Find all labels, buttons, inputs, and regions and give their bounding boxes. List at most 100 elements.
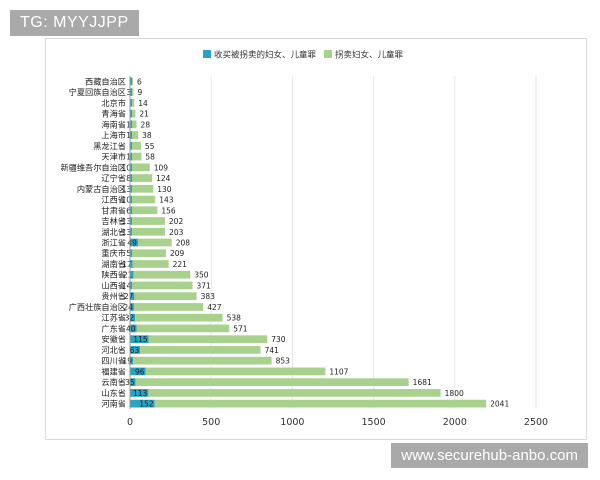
bar-trafficked	[132, 217, 165, 225]
bar-bought	[130, 227, 133, 236]
x-tick-label: 1500	[362, 417, 386, 428]
category-label: 新疆维吾尔自治区	[60, 162, 126, 172]
bar-trafficked	[154, 399, 487, 408]
bar-bought	[130, 174, 132, 182]
data-label-bought: 96	[135, 367, 145, 376]
data-label-bought: 21	[123, 271, 133, 280]
bar-bought	[130, 346, 141, 354]
legend-swatch-trafficked	[324, 50, 332, 58]
data-label-bought: 10	[121, 163, 131, 172]
legend: 收买被拐卖的妇女、儿童罪 拐卖妇女、儿童罪	[203, 50, 404, 61]
data-label-bought: 5	[126, 249, 131, 258]
data-label-bought: 152	[139, 400, 154, 409]
data-label-trafficked: 9	[137, 88, 142, 97]
data-label-bought: 1	[126, 120, 131, 129]
data-label-trafficked: 143	[159, 196, 174, 205]
data-label-trafficked: 383	[201, 292, 216, 301]
data-label-trafficked: 21	[139, 110, 149, 119]
category-label: 北京市	[101, 98, 126, 108]
category-label: 吉林省	[101, 216, 126, 226]
data-label-bought: 6	[126, 206, 131, 215]
data-label-trafficked: 202	[169, 217, 184, 226]
data-label-trafficked: 109	[154, 163, 169, 172]
bar-trafficked	[132, 227, 166, 236]
category-label: 广东省	[101, 323, 126, 333]
data-label-trafficked: 538	[227, 314, 242, 323]
category-label: 江苏省	[101, 313, 126, 323]
category-label: 河北省	[101, 345, 126, 355]
bar-bought	[130, 389, 149, 397]
bar-bought	[130, 238, 138, 247]
category-label: 江西省	[101, 195, 126, 205]
data-label-trafficked: 1681	[413, 378, 432, 387]
category-label: 广西壮族自治区	[69, 302, 126, 312]
data-label-trafficked: 14	[138, 99, 148, 108]
data-label-bought: 13	[122, 185, 132, 194]
category-label: 重庆市	[101, 248, 126, 258]
x-tick-label: 500	[202, 417, 220, 428]
bar-trafficked	[148, 389, 441, 397]
bar-trafficked	[132, 109, 136, 118]
bar-bought	[130, 88, 132, 96]
data-label-bought: 10	[121, 196, 131, 205]
data-label-bought: 19	[123, 357, 133, 366]
data-label-trafficked: 1800	[445, 389, 464, 398]
bar-bought	[130, 206, 132, 215]
category-label: 黑龙江省	[93, 141, 126, 151]
bar-bought	[130, 367, 146, 376]
legend-label-trafficked: 拐卖妇女、儿童罪	[335, 50, 404, 61]
category-label: 福建省	[101, 366, 126, 376]
category-label: 贵州省	[101, 291, 126, 301]
category-label: 山西省	[101, 280, 126, 290]
bar-bought	[130, 260, 133, 268]
data-label-trafficked: 28	[141, 120, 151, 129]
bar-trafficked	[132, 131, 139, 139]
category-label: 浙江省	[101, 238, 126, 248]
category-label: 湖南省	[101, 259, 126, 269]
data-label-trafficked: 124	[156, 174, 171, 183]
bar-trafficked	[134, 292, 197, 301]
bar-trafficked	[132, 184, 154, 193]
category-label: 海南省	[101, 119, 126, 129]
data-label-trafficked: 350	[194, 271, 209, 280]
bar-trafficked	[132, 88, 134, 96]
bar-trafficked	[132, 260, 169, 268]
axis-layer: 0 500 1000 1500 2000 2500	[127, 76, 548, 428]
bar-bought	[130, 356, 134, 365]
category-label: 河南省	[101, 399, 126, 409]
watermark-top: TG: MYYJJPP	[10, 10, 139, 36]
category-label: 西藏自治区	[85, 76, 126, 86]
bar-trafficked	[132, 152, 142, 161]
data-label-trafficked: 6	[137, 77, 142, 86]
data-label-trafficked: 741	[265, 346, 280, 355]
bar-trafficked	[132, 163, 150, 172]
category-label: 天津市	[101, 152, 126, 162]
category-label: 上海市	[101, 130, 126, 140]
bar-trafficked	[133, 270, 191, 279]
bar-bought	[130, 184, 133, 193]
bar-bought	[130, 120, 132, 129]
bar-trafficked	[135, 378, 409, 387]
data-label-trafficked: 2041	[490, 400, 509, 409]
x-tick-label: 0	[127, 417, 133, 428]
category-label: 湖北省	[101, 227, 126, 237]
category-label: 宁夏回族自治区	[69, 87, 126, 97]
bar-bought	[130, 281, 133, 290]
data-label-trafficked: 1107	[329, 367, 348, 376]
data-label-trafficked: 55	[145, 142, 155, 151]
bar-trafficked	[145, 367, 326, 376]
data-label-bought: 3	[126, 88, 131, 97]
data-label-bought: 40	[126, 324, 136, 333]
bar-trafficked	[133, 303, 204, 311]
category-label: 四川省	[101, 356, 126, 366]
bar-bought	[130, 163, 132, 172]
data-label-bought: 1	[126, 131, 131, 140]
legend-swatch-bought	[203, 50, 211, 58]
data-label-bought: 17	[122, 260, 132, 269]
data-label-bought: 24	[123, 303, 133, 312]
x-tick-label: 2500	[524, 417, 548, 428]
category-label: 内蒙古自治区	[77, 184, 126, 194]
legend-label-bought: 收买被拐卖的妇女、儿童罪	[214, 50, 317, 61]
